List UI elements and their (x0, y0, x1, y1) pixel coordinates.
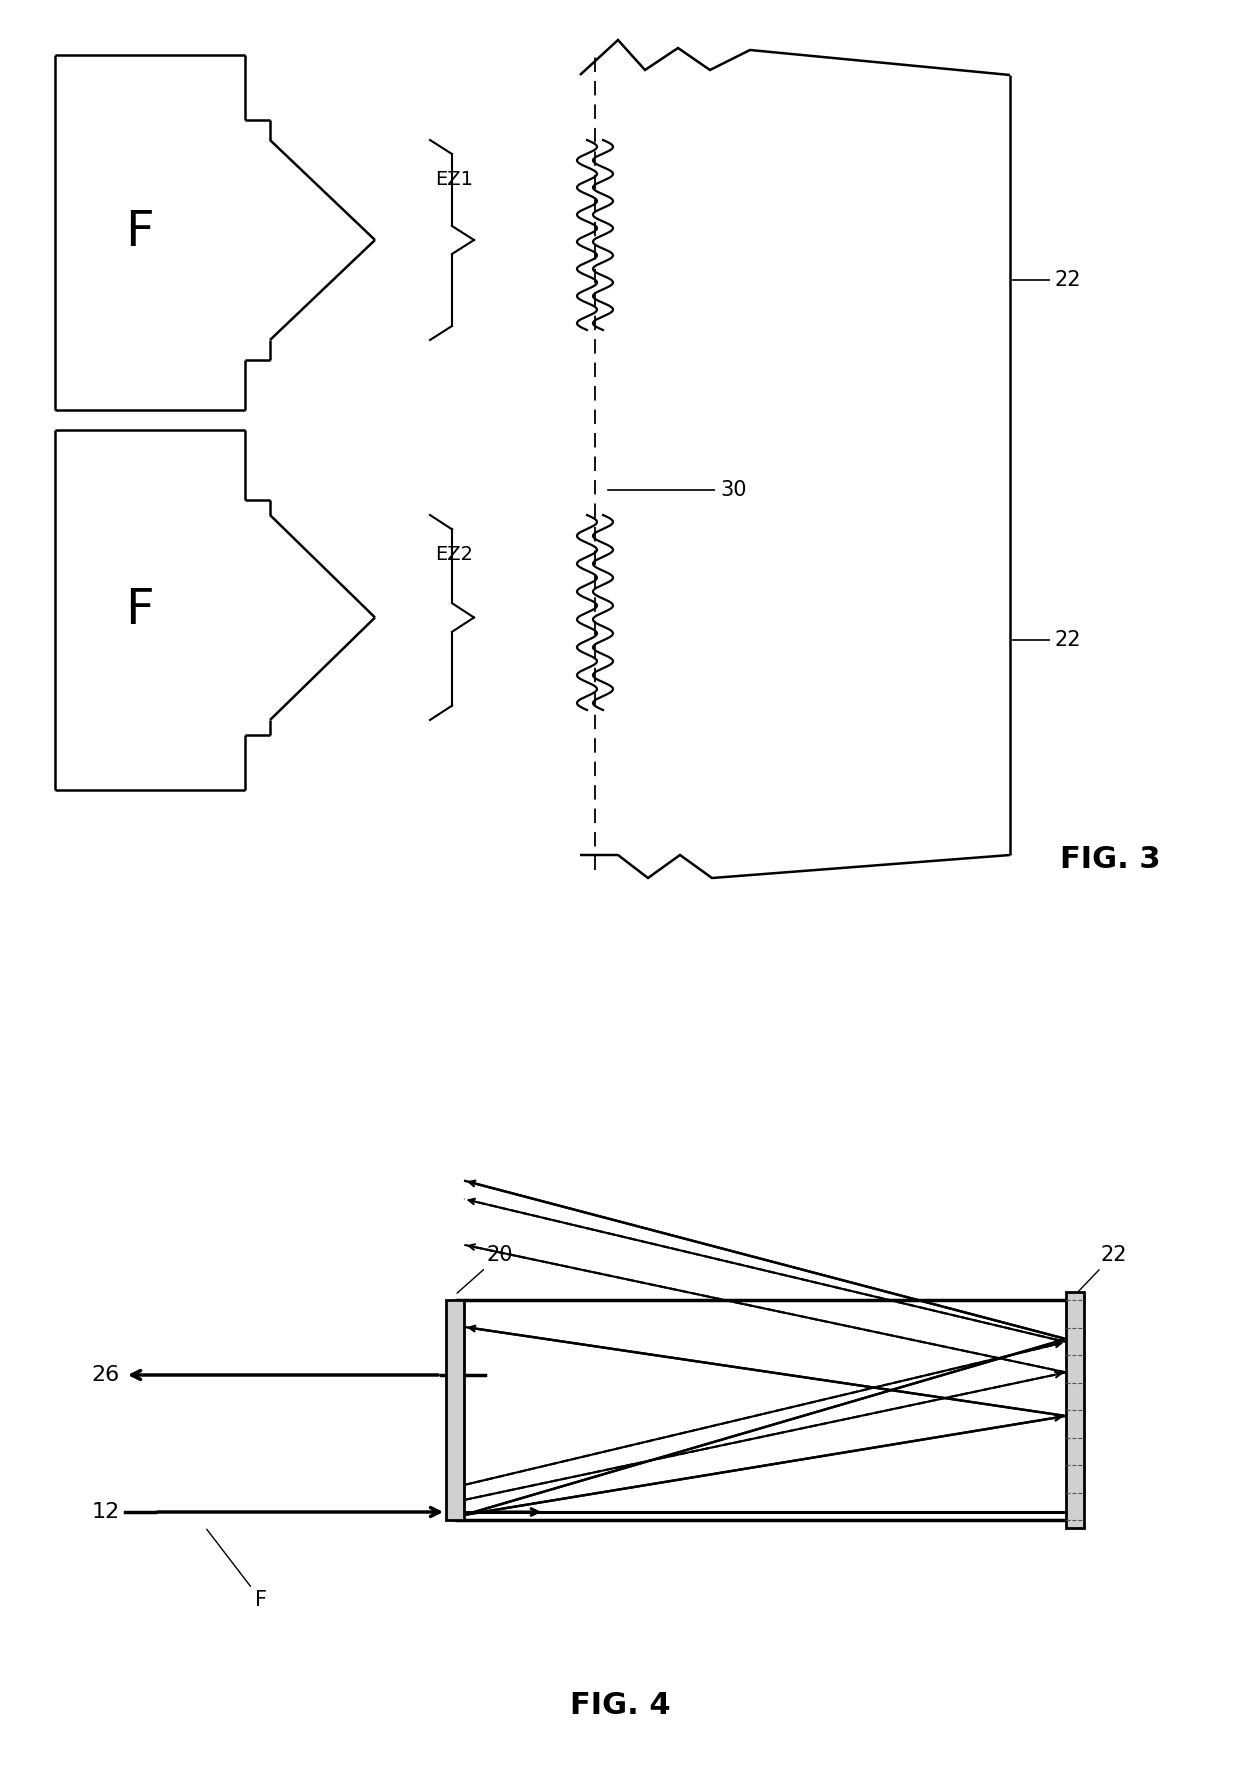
Text: F: F (207, 1530, 267, 1610)
Text: EZ1: EZ1 (435, 171, 472, 188)
Text: 22: 22 (1076, 1246, 1126, 1294)
Text: 22: 22 (1013, 270, 1081, 290)
Text: F: F (125, 586, 154, 634)
Text: FIG. 3: FIG. 3 (1060, 846, 1161, 874)
Text: 20: 20 (458, 1246, 513, 1294)
Text: 12: 12 (92, 1502, 120, 1521)
Text: F: F (125, 208, 154, 256)
Bar (1066, 1292, 1084, 1528)
Text: FIG. 4: FIG. 4 (569, 1692, 671, 1720)
Text: 22: 22 (1013, 631, 1081, 650)
Text: 30: 30 (608, 480, 746, 499)
Bar (446, 1301, 464, 1519)
Text: 26: 26 (92, 1365, 120, 1384)
Text: EZ2: EZ2 (435, 546, 472, 563)
